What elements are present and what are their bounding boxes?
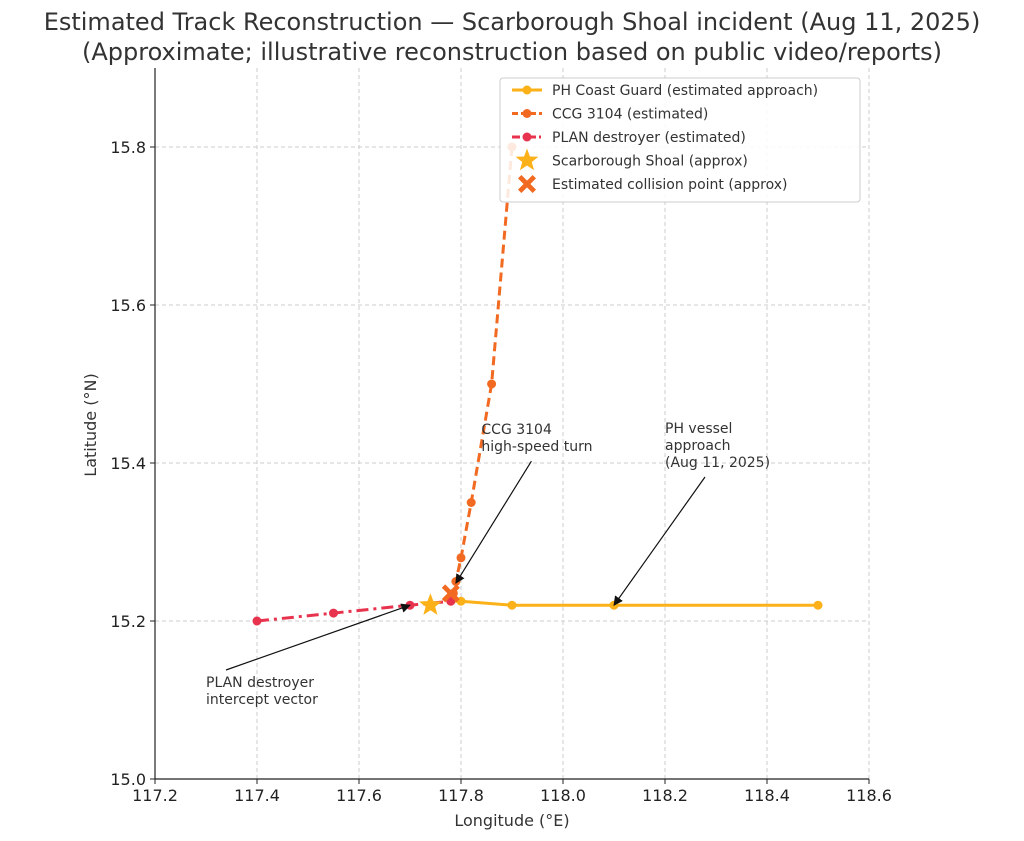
data-point [813, 600, 823, 610]
x-tick-label: 118.0 [540, 786, 586, 805]
legend-label: PH Coast Guard (estimated approach) [552, 83, 818, 99]
legend-box [499, 77, 861, 203]
chart-title: Estimated Track Reconstruction — Scarbor… [44, 8, 981, 36]
data-point [507, 600, 517, 610]
annotation-text: (Aug 11, 2025) [665, 455, 770, 471]
legend-swatch [515, 148, 539, 171]
legend-swatch-point [522, 132, 532, 142]
series-line [450, 599, 818, 607]
tick-labels: 117.2 117.4 117.6 117.8 118.0 118.2 118.4 118.6… [110, 138, 892, 805]
annotation-arrow [613, 476, 706, 606]
legend-item: Scarborough Shoal (approx) [515, 148, 748, 171]
annotation-text: PLAN destroyer [206, 675, 314, 691]
x-tick-label: 118.4 [744, 786, 790, 805]
annotation-arrow [225, 603, 411, 671]
y-tick-label: 15.8 [110, 138, 146, 157]
legend-item: PH Coast Guard (estimated approach) [512, 83, 818, 99]
x-tick-label: 118.6 [846, 786, 892, 805]
y-tick-label: 15.6 [110, 296, 146, 315]
legend: PH Coast Guard (estimated approach) CCG 3… [499, 77, 861, 203]
legend-item: Estimated collision point (approx) [518, 175, 787, 193]
series-1 [446, 596, 823, 610]
legend-label: Scarborough Shoal (approx) [552, 154, 748, 170]
series-lines [252, 142, 823, 626]
annotation-text: intercept vector [206, 692, 318, 708]
data-point [466, 498, 476, 507]
legend-swatch-point [522, 85, 532, 95]
data-point [329, 608, 338, 618]
legend-label: PLAN destroyer (estimated) [552, 130, 746, 146]
x-tick-label: 117.2 [132, 786, 178, 805]
y-tick-label: 15.0 [110, 770, 146, 789]
y-tick-label: 15.2 [110, 612, 146, 631]
data-point [487, 379, 497, 389]
axes [150, 68, 870, 784]
star-marker [418, 593, 442, 615]
series-line [256, 599, 451, 623]
legend-swatch-point [522, 109, 532, 118]
x-tick-label: 117.4 [234, 786, 280, 805]
data-point [456, 553, 466, 563]
data-point [252, 616, 262, 626]
series-line [451, 146, 514, 594]
x-axis-label: Longitude (°E) [454, 811, 569, 830]
annotation-text: high-speed turn [481, 439, 592, 455]
legend-label: CCG 3104 (estimated) [552, 107, 708, 123]
legend-item: CCG 3104 (estimated) [512, 107, 708, 123]
x-tick-label: 117.6 [336, 786, 382, 805]
annotation-text: CCG 3104 [481, 422, 552, 438]
annotation-text: PH vessel [665, 421, 732, 437]
legend-label: Estimated collision point (approx) [552, 177, 787, 193]
x-tick-label: 117.8 [438, 786, 484, 805]
y-tick-label: 15.4 [110, 454, 146, 473]
y-axis-label: Latitude (°N) [81, 373, 100, 476]
legend-item: PLAN destroyer (estimated) [512, 130, 746, 146]
legend-swatch [518, 175, 536, 193]
chart-subtitle: (Approximate; illustrative reconstructio… [82, 38, 942, 66]
special-markers [418, 584, 460, 615]
annotation-arrow [455, 460, 532, 584]
x-marker [441, 584, 460, 603]
annotation-text: approach [665, 438, 731, 454]
x-tick-label: 118.2 [642, 786, 688, 805]
series-2 [448, 142, 517, 598]
